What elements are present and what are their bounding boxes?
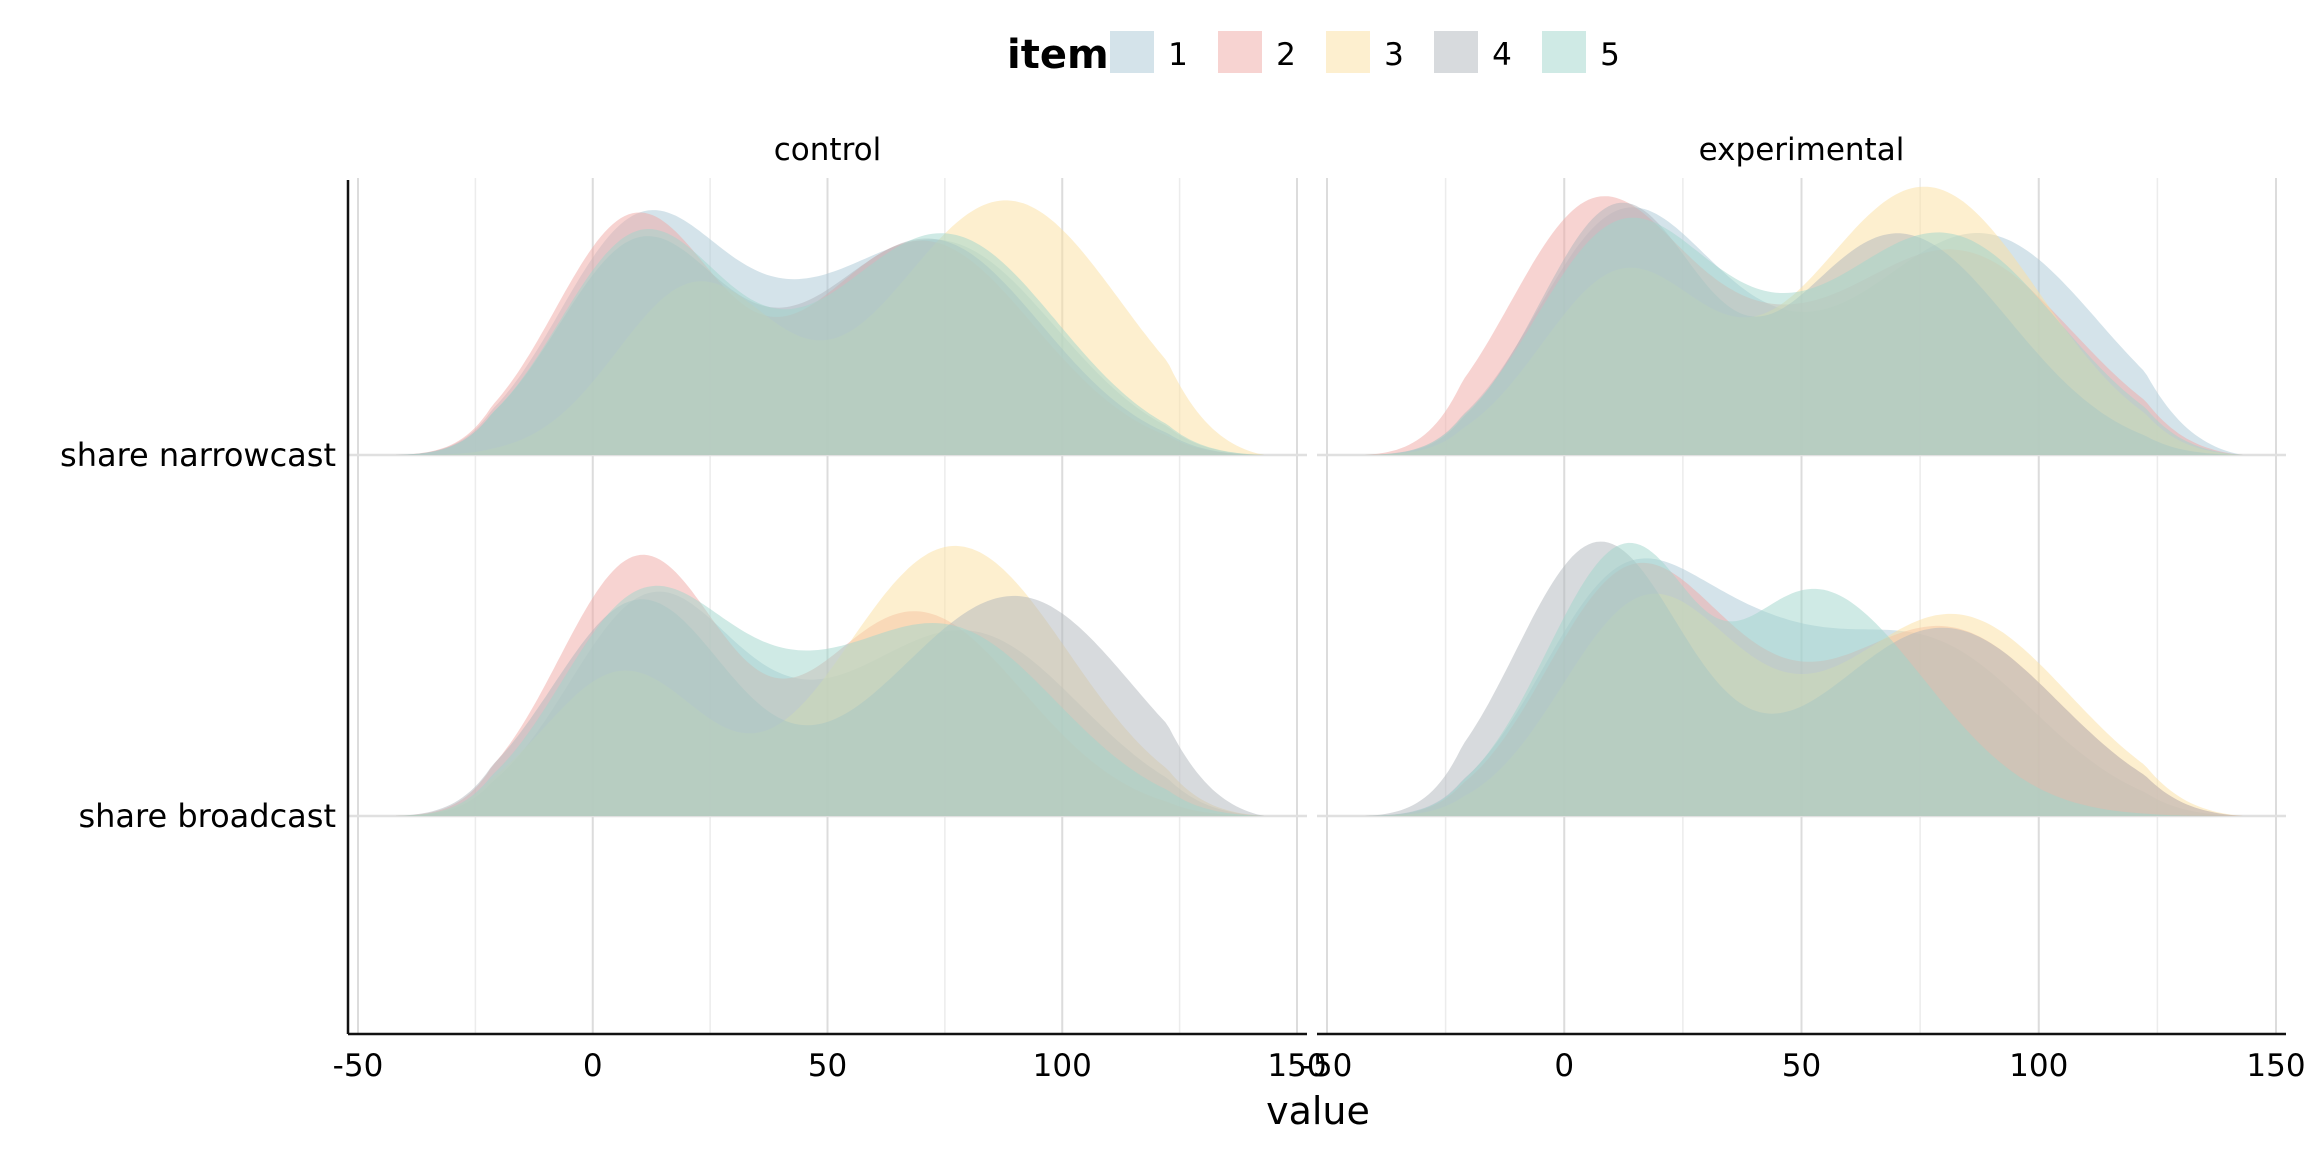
legend: item 1 2 3 4 5 (1007, 31, 1620, 78)
panel-control: control (348, 132, 1307, 1034)
panel-experimental: experimental (1317, 132, 2286, 1034)
x-tick-label: 50 (808, 1048, 847, 1084)
legend-label-item-2: 2 (1276, 37, 1296, 73)
density-control-share-narrowcast-item-5 (395, 229, 1265, 455)
legend-title: item (1007, 32, 1109, 78)
density-experimental-share-broadcast-item-5 (1365, 542, 2243, 816)
legend-swatch-item-4 (1434, 31, 1478, 73)
legend-swatch-item-3 (1326, 31, 1370, 73)
x-tick-label: 0 (583, 1048, 603, 1084)
legend-label-item-5: 5 (1600, 37, 1620, 73)
panel-label-control: control (774, 132, 881, 168)
x-tick-label: 0 (1554, 1048, 1574, 1084)
x-tick-label: -50 (333, 1048, 384, 1084)
panel-label-experimental: experimental (1699, 132, 1905, 168)
x-tick-label: 100 (1033, 1048, 1092, 1084)
density-experimental-share-narrowcast-item-5 (1365, 217, 2243, 455)
x-tick-label: 100 (2009, 1048, 2068, 1084)
legend-label-item-3: 3 (1384, 37, 1404, 73)
x-tick-label: 50 (1782, 1048, 1821, 1084)
x-tick-label: 150 (1267, 1048, 1326, 1084)
density-control-share-broadcast-item-5 (395, 585, 1265, 816)
x-tick-label: 150 (2246, 1048, 2304, 1084)
panels: control experimental (348, 132, 2286, 1034)
x-axis-title: value (1266, 1089, 1370, 1133)
row-label: share narrowcast (60, 436, 336, 474)
legend-label-item-1: 1 (1168, 37, 1188, 73)
x-tick-label: -50 (1302, 1048, 1353, 1084)
row-label: share broadcast (78, 797, 336, 835)
legend-swatch-item-5 (1542, 31, 1586, 73)
legend-swatch-item-1 (1110, 31, 1154, 73)
legend-label-item-4: 4 (1492, 37, 1512, 73)
legend-swatch-item-2 (1218, 31, 1262, 73)
